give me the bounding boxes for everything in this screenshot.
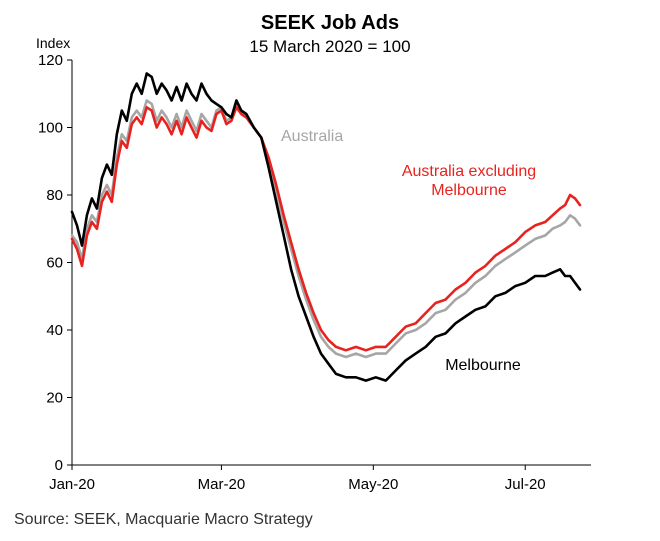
x-tick-label: Mar-20 xyxy=(198,476,246,493)
x-tick-label: Jan-20 xyxy=(49,476,95,493)
y-axis-label: Index xyxy=(36,35,70,51)
annotation-australia: Australia xyxy=(281,128,343,145)
y-tick-label: 80 xyxy=(46,187,63,204)
axes: 0 20 40 60 80 100 120 Jan-20 Mar-20 May-20 Jul-20 xyxy=(38,52,591,493)
y-tick-label: 60 xyxy=(46,255,63,272)
annotation-melbourne: Melbourne xyxy=(445,357,521,374)
annotation-australia-excluding-melbourne: Australia excluding xyxy=(402,163,536,180)
chart-subtitle: 15 March 2020 = 100 xyxy=(249,37,410,56)
series-layer xyxy=(70,72,582,382)
x-tick-label: May-20 xyxy=(348,476,398,493)
x-tick-label: Jul-20 xyxy=(505,476,546,493)
series-line-melbourne xyxy=(70,72,582,382)
annotations: Australia Australia excluding Melbourne Mel… xyxy=(281,128,536,374)
y-tick-label: 120 xyxy=(38,52,63,69)
y-tick-label: 20 xyxy=(46,390,63,407)
chart-title: SEEK Job Ads xyxy=(261,12,399,34)
y-tick-label: 100 xyxy=(38,120,63,137)
annotation-australia-excluding-melbourne: Melbourne xyxy=(431,182,507,199)
y-tick-label: 40 xyxy=(46,322,63,339)
source-note: Source: SEEK, Macquarie Macro Strategy xyxy=(14,511,313,528)
y-tick-label: 0 xyxy=(55,457,63,474)
